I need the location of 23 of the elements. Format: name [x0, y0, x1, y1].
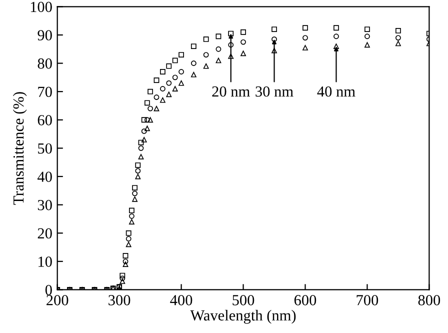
x-tick-label: 400 [170, 295, 192, 306]
annotation: 40 nm [317, 86, 356, 97]
y-tick-label: 50 [38, 143, 52, 154]
x-tick-label: 800 [418, 295, 440, 306]
y-tick-label: 100 [30, 2, 52, 12]
y-tick-label: 10 [38, 256, 52, 267]
y-tick-label: 80 [38, 58, 52, 69]
y-tick-label: 20 [38, 228, 52, 239]
y-tick-label: 0 [45, 284, 52, 296]
y-axis-title: Transmittence (%) [12, 92, 27, 205]
x-axis-title: Wavelength (nm) [190, 310, 296, 324]
y-tick-label: 90 [38, 30, 52, 40]
x-tick-label: 200 [46, 295, 68, 306]
x-tick-label: 600 [294, 295, 316, 306]
x-tick-label: 500 [232, 295, 254, 306]
annotation: 30 nm [256, 86, 294, 97]
x-tick-label: 700 [356, 295, 378, 306]
x-tick-label: 300 [108, 295, 130, 306]
annotation: 20 nm [212, 86, 250, 97]
y-tick-label: 60 [38, 115, 52, 126]
y-tick-label: 30 [38, 200, 52, 210]
y-tick-label: 70 [38, 86, 52, 98]
y-tick-label: 40 [38, 172, 52, 182]
